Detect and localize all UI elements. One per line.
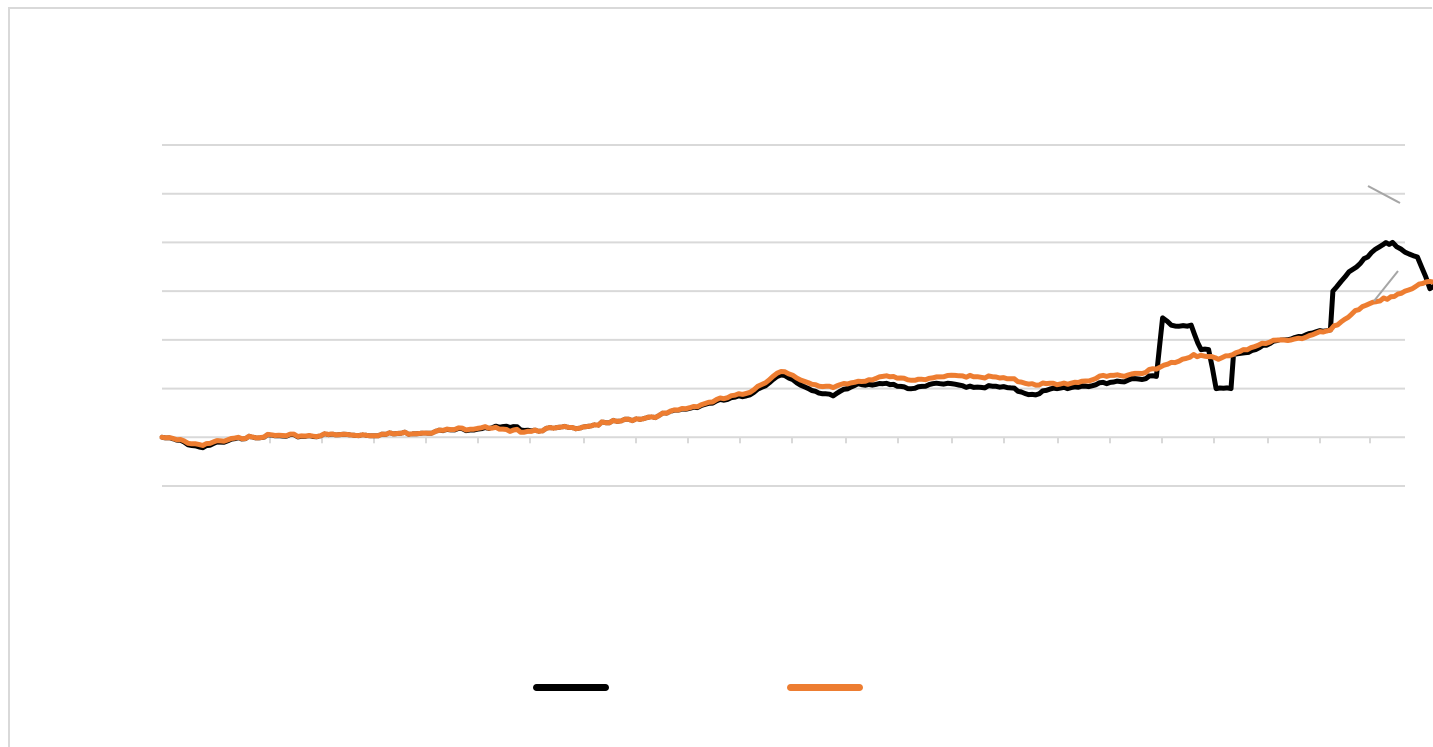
legend-entry-series-2 xyxy=(787,672,871,702)
legend-entry-series-1 xyxy=(533,672,617,702)
legend xyxy=(0,672,1433,702)
legend-swatch-series-2 xyxy=(787,683,863,691)
series-line-2 xyxy=(159,278,1433,448)
series-line-1 xyxy=(159,239,1433,451)
chart-frame xyxy=(8,7,1432,747)
legend-swatch-series-1 xyxy=(533,683,609,691)
data-label-leader xyxy=(1367,185,1401,204)
data-label-leader xyxy=(1373,270,1399,302)
